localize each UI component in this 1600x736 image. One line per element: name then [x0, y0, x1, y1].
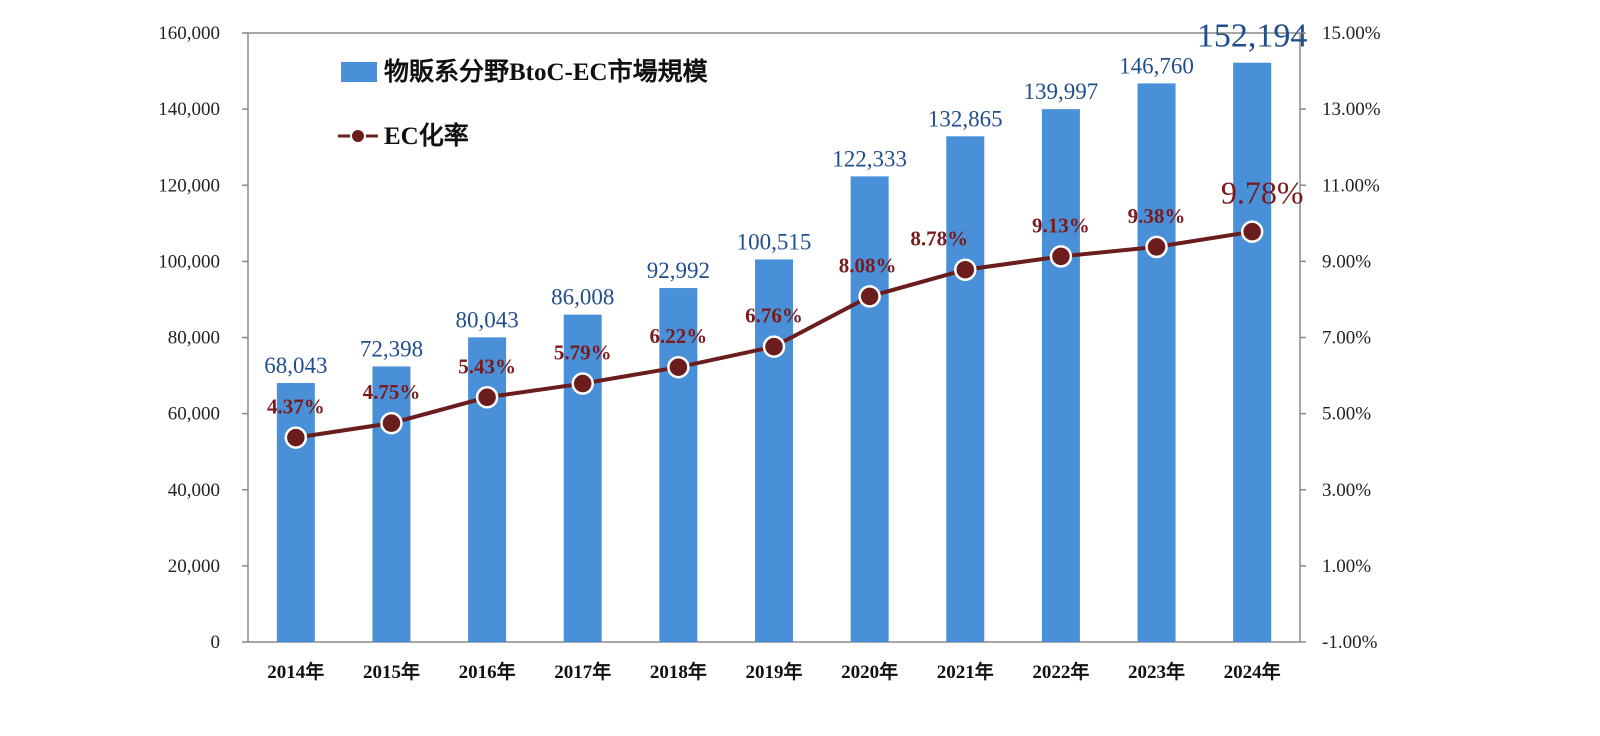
- right-tick-label: 13.00%: [1322, 99, 1381, 120]
- left-tick-label: 60,000: [168, 404, 220, 425]
- ec-rate-point: [762, 335, 786, 358]
- right-tick-label: 1.00%: [1322, 556, 1371, 577]
- left-tick-label: 160,000: [158, 23, 220, 44]
- bar-data-label: 152,194: [1197, 18, 1308, 55]
- x-tick-label: 2015年: [363, 660, 420, 683]
- left-tick-label: 140,000: [158, 99, 220, 120]
- left-tick-label: 100,000: [158, 251, 220, 272]
- rate-data-label: 8.78%: [910, 227, 968, 251]
- rate-data-label: 8.08%: [839, 253, 897, 277]
- bar: [1233, 62, 1272, 642]
- legend-line-label: EC化率: [384, 121, 469, 150]
- ec-rate-point: [667, 355, 690, 379]
- x-tick-label: 2020年: [841, 660, 898, 683]
- rate-data-label: 9.13%: [1032, 213, 1090, 237]
- bar-data-label: 86,008: [551, 285, 614, 310]
- bar-data-label: 100,515: [737, 229, 812, 254]
- ec-rate-point: [858, 285, 881, 308]
- right-tick-label: 7.00%: [1322, 328, 1371, 349]
- bar-data-label: 68,043: [264, 353, 327, 378]
- bar: [468, 337, 507, 642]
- x-tick-label: 2016年: [459, 660, 516, 683]
- ec-rate-point: [954, 258, 977, 281]
- line-group: [284, 220, 1264, 449]
- bar: [276, 383, 315, 642]
- bar-data-label: 80,043: [455, 307, 518, 332]
- bar: [1137, 83, 1176, 642]
- bar-data-label: 132,865: [928, 106, 1003, 131]
- bar: [563, 314, 602, 642]
- right-tick-label: 15.00%: [1322, 23, 1381, 44]
- right-tick-label: 11.00%: [1322, 175, 1380, 196]
- rate-data-label: 6.76%: [745, 304, 803, 328]
- bar: [946, 136, 985, 642]
- rate-data-label: 6.22%: [649, 324, 707, 348]
- rate-data-label: 9.78%: [1221, 175, 1304, 211]
- bar: [755, 259, 793, 642]
- left-tick-label: 120,000: [158, 175, 220, 196]
- rate-data-label: 4.37%: [267, 395, 325, 419]
- x-tick-label: 2021年: [937, 660, 994, 683]
- right-tick-label: 3.00%: [1322, 480, 1371, 501]
- x-tick-label: 2019年: [745, 660, 802, 683]
- legend-bar-label: 物販系分野BtoC-EC市場規模: [384, 57, 709, 86]
- bar: [850, 176, 889, 642]
- ec-rate-point: [1145, 235, 1168, 259]
- bar: [1041, 109, 1080, 643]
- right-tick-label: -1.00%: [1322, 632, 1378, 653]
- rate-data-label: 5.43%: [458, 354, 516, 378]
- ec-rate-point: [1240, 220, 1264, 243]
- ec-rate-point: [475, 386, 499, 409]
- left-tick-label: 20,000: [168, 556, 220, 577]
- bar: [372, 366, 411, 642]
- x-tick-label: 2014年: [267, 660, 324, 683]
- left-tick-label: 40,000: [168, 480, 220, 501]
- x-tick-label: 2022年: [1032, 660, 1089, 683]
- right-tick-label: 9.00%: [1322, 251, 1371, 272]
- legend-bar-swatch: [341, 62, 377, 82]
- bars-group: [276, 62, 1272, 643]
- rate-data-label: 4.75%: [363, 380, 421, 404]
- legend-line-marker: [350, 128, 366, 144]
- rate-data-label: 9.38%: [1128, 204, 1186, 228]
- x-tick-label: 2023年: [1128, 660, 1185, 683]
- ec-rate-point: [284, 426, 308, 449]
- ec-rate-point: [571, 372, 594, 395]
- right-tick-label: 5.00%: [1322, 404, 1371, 425]
- legend: 物販系分野BtoC-EC市場規模 EC化率: [338, 57, 709, 150]
- bar-data-label: 146,760: [1119, 53, 1194, 78]
- x-tick-label: 2024年: [1224, 660, 1281, 683]
- x-tick-label: 2017年: [554, 660, 611, 683]
- bar-data-label: 72,398: [360, 336, 423, 361]
- axes-group: 0 20,000 40,000 60,000 80,000 100,000 120,000 1…: [158, 23, 1381, 683]
- x-tick-label: 2018年: [650, 660, 707, 683]
- bar-data-label: 92,992: [647, 258, 710, 283]
- left-tick-label: 80,000: [168, 328, 220, 349]
- bar-data-label: 139,997: [1024, 79, 1099, 104]
- rate-data-label: 5.79%: [554, 341, 612, 365]
- left-tick-label: 0: [211, 632, 221, 653]
- bar-data-label: 122,333: [832, 146, 907, 171]
- bar: [659, 288, 698, 642]
- ec-rate-point: [1049, 245, 1073, 268]
- labels-group: 68,043 72,398 80,043 86,008 92,992 100,515 122…: [264, 18, 1307, 419]
- ec-rate-point: [380, 411, 403, 435]
